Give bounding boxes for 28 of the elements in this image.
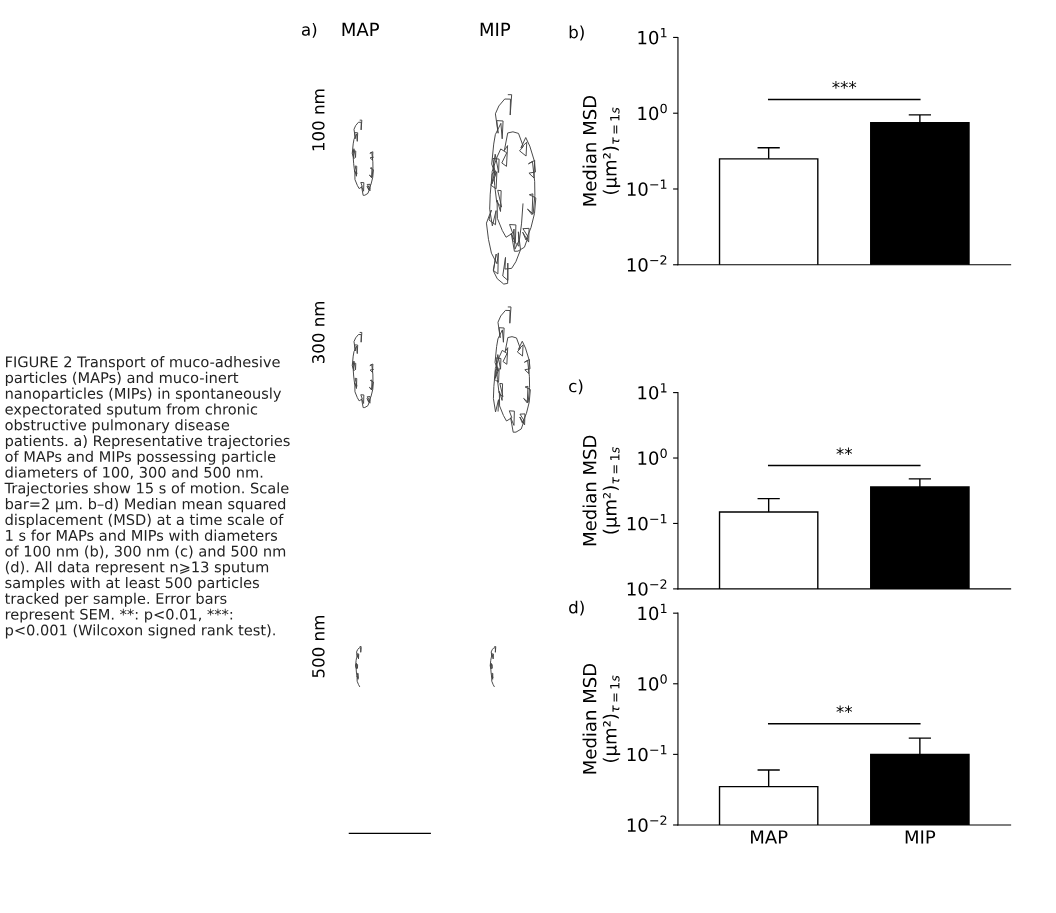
y-tick-label: 10$^{−1}$ <box>627 514 667 531</box>
y-tick-label: 10$^{0}$ <box>638 674 667 691</box>
y-tick-label: 10$^{−2}$ <box>627 579 667 596</box>
category-label: MIP <box>480 22 511 36</box>
annotation: ** <box>836 447 853 456</box>
category-label: 100 nm <box>312 89 325 151</box>
chart-title: d) <box>569 600 584 616</box>
y-axis-title: Median MSD (µm²)$_{τ=1s}$ <box>582 95 621 206</box>
y-tick-label: 10$^{1}$ <box>638 28 667 45</box>
category-label: MAP <box>342 22 379 36</box>
category-label: 500 nm <box>312 616 325 678</box>
chart-title: b) <box>569 25 584 41</box>
y-tick-label: 10$^{1}$ <box>638 603 667 621</box>
chart-title: FIGURE 2 Transport of muco-adhesive particles (MAPs) and muco-inert nanoparticles (MIPs) in spontaneously expectorated sputum from chronic obstructive pulmonary disease patients. a) Representative trajectories of MAPs and MIPs possessing particle diameters of 100, 300 and 500 nm. Trajectories show 15 s of motion. Scale bar=2 µm. b–d) Median mean squared displacement (MSD) at a time scale of 1 s for MAPs and MIPs with diameters of 100 nm (b), 300 nm (c) and 500 nm (d). All data represent n⩾13 sputum samples with at least 500 particles tracked per sample. Error bars represent SEM. **: p<0.01, ***: p<0.001 (Wilcoxon signed rank test). <box>4 356 290 639</box>
y-tick-label: 10$^{−2}$ <box>627 255 667 272</box>
y-tick-label: 10$^{−1}$ <box>627 179 667 196</box>
annotation: ** <box>836 705 853 714</box>
y-tick-label: 10$^{−1}$ <box>627 744 667 762</box>
text: a) <box>301 22 317 38</box>
y-tick-label: 10$^{−2}$ <box>627 815 667 832</box>
y-tick-label: 10$^{0}$ <box>638 448 667 465</box>
y-axis-title: Median MSD (µm²)$_{τ=1s}$ <box>582 435 621 546</box>
y-tick-label: 10$^{1}$ <box>638 383 667 400</box>
category-label: 300 nm <box>312 301 325 364</box>
y-axis-title: Median MSD (µm²)$_{τ=1s}$ <box>582 663 621 774</box>
annotation: *** <box>832 81 857 89</box>
chart-title: c) <box>569 379 583 395</box>
y-tick-label: 10$^{0}$ <box>638 103 667 121</box>
